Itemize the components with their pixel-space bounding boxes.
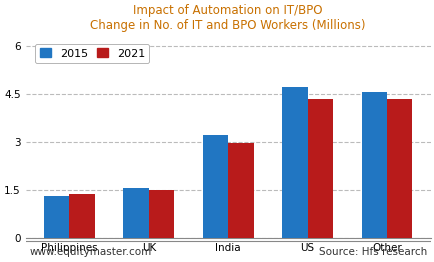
Bar	[69, 194, 95, 238]
Title: Impact of Automation on IT/BPO
Change in No. of IT and BPO Workers (Millions): Impact of Automation on IT/BPO Change in…	[90, 4, 365, 32]
Bar	[228, 143, 253, 238]
Bar	[123, 188, 148, 238]
Bar	[44, 196, 69, 238]
Text: www.equitymaster.com: www.equitymaster.com	[30, 247, 151, 257]
Bar	[202, 135, 228, 238]
Bar	[282, 87, 307, 238]
Bar	[148, 190, 174, 238]
Bar	[307, 99, 332, 238]
Bar	[386, 99, 411, 238]
Text: Source: Hfs research: Source: Hfs research	[318, 247, 426, 257]
Bar	[361, 92, 386, 238]
Legend: 2015, 2021: 2015, 2021	[35, 44, 149, 63]
